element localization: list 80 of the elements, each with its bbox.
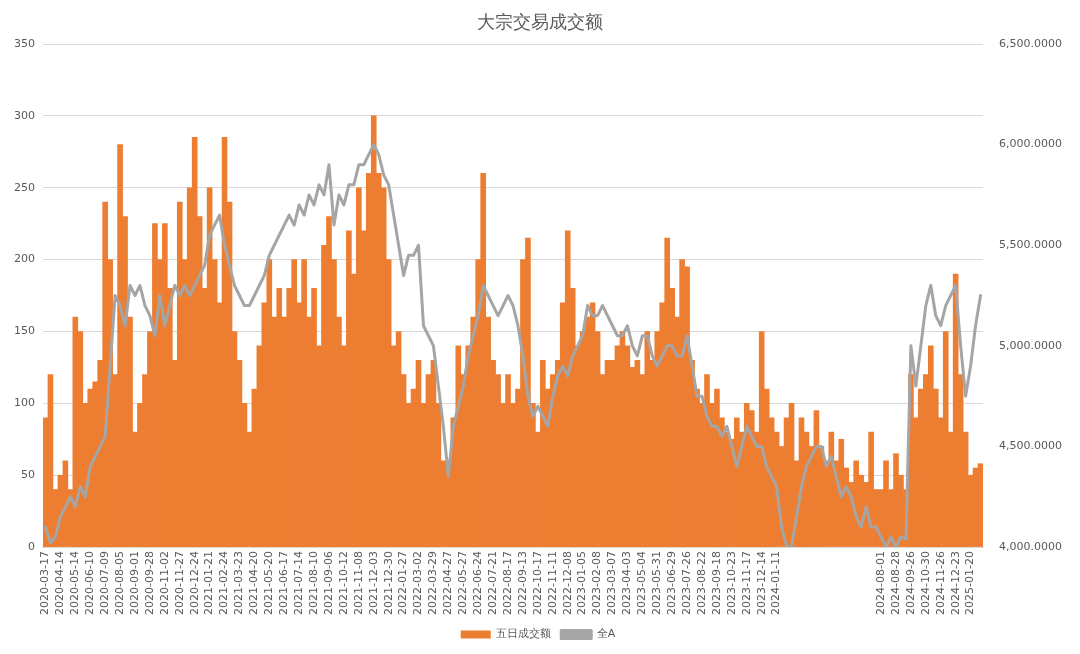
- x-tick-label: 2021-06-17: [277, 551, 291, 616]
- x-tick-label: 2021-05-20: [262, 551, 276, 616]
- x-tick-label: 2022-03-29: [426, 551, 440, 616]
- y2-tick-label: 5,500.0000: [999, 238, 1062, 252]
- x-tick-label: 2020-04-14: [53, 551, 67, 616]
- x-tick-label: 2021-10-12: [336, 551, 350, 616]
- y-tick-label: 200: [14, 252, 35, 266]
- bar: [176, 201, 183, 547]
- x-tick-label: 2020-09-01: [127, 551, 141, 616]
- x-tick-label: 2021-11-08: [351, 551, 365, 616]
- bar: [266, 259, 273, 547]
- x-tick-label: 2021-03-23: [232, 551, 246, 616]
- x-tick-label: 2023-11-17: [739, 551, 753, 616]
- x-tick-label: 2021-09-06: [321, 551, 335, 616]
- x-tick-label: 2022-06-24: [471, 551, 485, 616]
- x-tick-label: 2023-05-31: [650, 551, 664, 616]
- x-tick-label: 2025-01-20: [963, 551, 977, 616]
- x-tick-label: 2023-10-23: [724, 551, 738, 616]
- x-tick-label: 2023-08-22: [694, 551, 708, 616]
- x-tick-label: 2023-07-26: [679, 551, 693, 616]
- x-tick-label: 2023-03-07: [605, 551, 619, 616]
- x-tick-label: 2022-10-17: [530, 551, 544, 616]
- x-tick-label: 2024-11-26: [933, 551, 947, 616]
- x-tick-label: 2024-10-30: [918, 551, 932, 616]
- x-tick-label: 2022-11-11: [545, 551, 559, 616]
- x-tick-label: 2021-12-30: [381, 551, 395, 616]
- x-tick-label: 2023-02-08: [590, 551, 604, 616]
- y-tick-label: 50: [21, 468, 35, 482]
- x-tick-label: 2021-07-14: [292, 551, 305, 616]
- x-tick-label: 2021-12-03: [366, 551, 380, 616]
- x-tick-label: 2020-05-14: [68, 551, 82, 616]
- x-tick-label: 2023-01-05: [575, 551, 589, 616]
- y-tick-label: 100: [14, 396, 35, 410]
- x-tick-label: 2024-01-11: [769, 551, 783, 616]
- x-tick-label: 2021-04-20: [247, 551, 261, 616]
- bar: [758, 331, 765, 547]
- x-tick-label: 2024-08-01: [873, 551, 887, 616]
- legend-label: 五日成交额: [496, 627, 552, 641]
- y2-tick-label: 6,500.0000: [999, 36, 1062, 50]
- y-tick-label: 300: [14, 108, 35, 122]
- x-tick-label: 2024-08-28: [888, 551, 902, 616]
- bar: [977, 463, 984, 547]
- x-tick-label: 2024-09-26: [903, 551, 917, 616]
- x-tick-label: 2023-06-29: [665, 551, 679, 616]
- x-tick-label: 2020-12-24: [187, 551, 201, 616]
- y-tick-label: 0: [28, 539, 35, 553]
- x-tick-label: 2024-12-23: [948, 551, 962, 616]
- y-tick-label: 250: [14, 180, 35, 194]
- x-tick-label: 2023-12-14: [754, 551, 768, 616]
- x-tick-label: 2022-05-27: [456, 551, 470, 616]
- x-tick-label: 2023-04-03: [620, 551, 634, 616]
- x-tick-label: 2020-03-17: [38, 551, 52, 616]
- x-tick-label: 2020-09-28: [142, 551, 156, 616]
- y2-tick-label: 4,000.0000: [999, 539, 1062, 553]
- x-tick-label: 2020-08-05: [112, 551, 126, 616]
- legend-label: 全A: [596, 627, 616, 641]
- x-tick-label: 2020-11-27: [172, 551, 186, 616]
- y-tick-label: 350: [14, 36, 35, 50]
- chart-title: 大宗交易成交额: [476, 10, 604, 34]
- y2-tick-label: 6,000.0000: [999, 137, 1062, 151]
- bar: [191, 137, 198, 547]
- x-tick-label: 2022-07-21: [485, 551, 499, 616]
- x-tick-label: 2022-08-17: [500, 551, 514, 616]
- y2-tick-label: 5,000.0000: [999, 338, 1062, 352]
- x-tick-label: 2021-01-21: [202, 551, 216, 616]
- x-tick-label: 2022-03-02: [411, 551, 425, 616]
- bar: [942, 331, 949, 547]
- x-tick-label: 2023-05-04: [635, 551, 649, 616]
- x-tick-label: 2021-08-10: [306, 551, 320, 616]
- x-tick-label: 2022-12-08: [560, 551, 574, 616]
- x-tick-label: 2022-01-27: [396, 551, 410, 616]
- x-tick-label: 2022-09-13: [515, 551, 529, 616]
- y2-tick-label: 4,500.0000: [999, 439, 1062, 453]
- y-tick-label: 150: [14, 324, 35, 338]
- x-tick-label: 2023-09-18: [709, 551, 723, 616]
- x-tick-label: 2020-06-10: [83, 551, 97, 616]
- x-tick-label: 2022-04-27: [441, 551, 455, 616]
- x-tick-label: 2020-07-09: [98, 551, 112, 616]
- x-tick-label: 2021-02-24: [217, 551, 231, 616]
- x-tick-label: 2020-11-02: [157, 551, 171, 616]
